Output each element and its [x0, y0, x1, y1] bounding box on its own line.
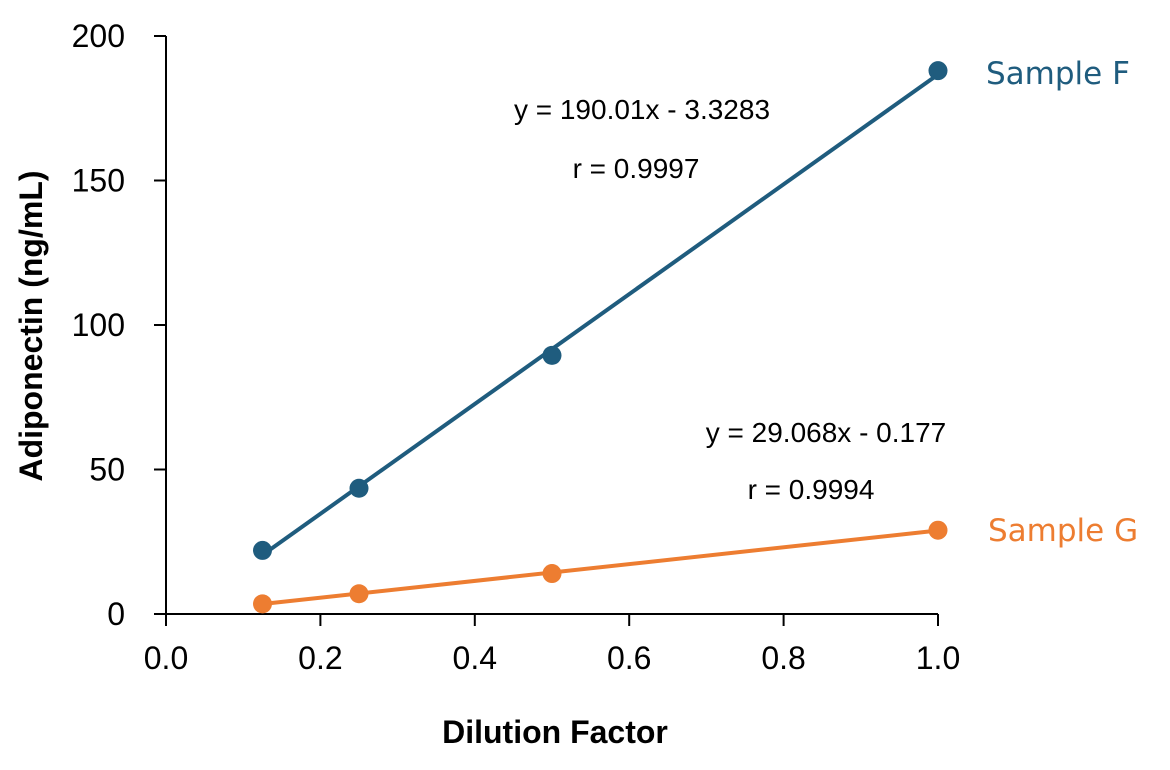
sample-g-trendline — [262, 528, 939, 606]
sample-g-point — [928, 520, 948, 540]
x-tick-label: 1.0 — [916, 640, 960, 676]
y-tick-label: 200 — [72, 18, 125, 54]
y-axis-ticks: 0 50 100 150 200 — [72, 18, 166, 632]
x-axis-ticks: 0.0 0.2 0.4 0.6 0.8 1.0 — [144, 614, 960, 676]
x-axis-title: Dilution Factor — [442, 714, 668, 750]
x-tick-label: 0.4 — [453, 640, 497, 676]
y-tick-label: 150 — [72, 163, 125, 199]
sample-g-point — [253, 594, 272, 614]
sample-f-point — [253, 540, 272, 560]
y-axis-title: Adiponectin (ng/mL) — [13, 170, 49, 481]
sample-g-equation: y = 29.068x - 0.177 — [706, 417, 947, 448]
sample-f-equation: y = 190.01x - 3.3283 — [514, 94, 770, 125]
sample-f-point — [542, 345, 562, 365]
series-layer — [253, 61, 948, 614]
sample-g-r-value: r = 0.9994 — [748, 474, 875, 505]
x-tick-label: 0.2 — [298, 640, 342, 676]
sample-f-r-value: r = 0.9997 — [573, 153, 700, 184]
y-tick-label: 50 — [89, 452, 125, 488]
y-tick-label: 0 — [107, 596, 125, 632]
sample-g-label: Sample G — [988, 513, 1138, 549]
sample-f-label: Sample F — [986, 56, 1130, 92]
sample-g-point — [542, 564, 562, 584]
x-tick-label: 0.6 — [607, 640, 651, 676]
sample-g-point — [349, 584, 369, 604]
x-tick-label: 0.8 — [761, 640, 805, 676]
x-tick-label: 0.0 — [144, 640, 188, 676]
y-tick-label: 100 — [72, 307, 125, 343]
sample-f-point — [349, 478, 369, 498]
sample-f-point — [928, 61, 948, 81]
sample-f-trendline — [261, 72, 940, 557]
